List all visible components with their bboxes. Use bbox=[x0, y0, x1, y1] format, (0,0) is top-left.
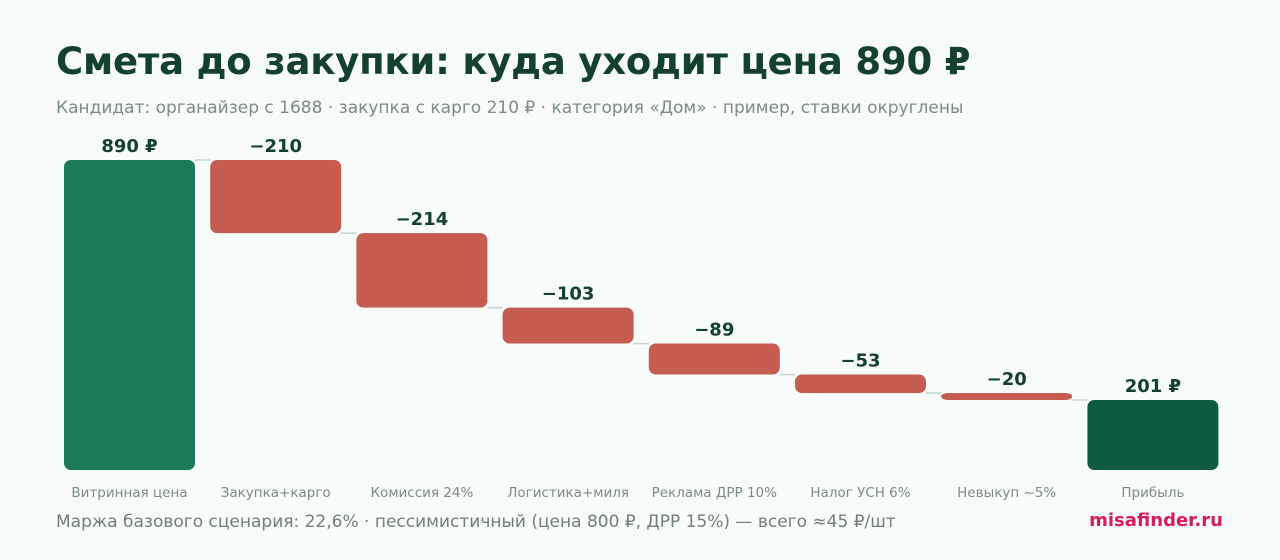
chart-title: Смета до закупки: куда уходит цена 890 ₽ bbox=[56, 40, 971, 83]
bar-2 bbox=[210, 160, 342, 234]
bar-7 bbox=[941, 393, 1073, 400]
value-label-7: −20 bbox=[987, 369, 1027, 390]
value-label-5: −89 bbox=[694, 320, 734, 341]
value-label-3: −214 bbox=[396, 209, 449, 230]
value-label-1: 890 ₽ bbox=[101, 136, 157, 157]
bar-8 bbox=[1087, 399, 1219, 470]
bar-5 bbox=[648, 343, 780, 375]
value-label-6: −53 bbox=[840, 351, 880, 372]
bar-1 bbox=[64, 160, 195, 470]
category-label-1: Витринная цена bbox=[71, 485, 187, 501]
category-label-5: Реклама ДРР 10% bbox=[652, 485, 778, 501]
value-label-2: −210 bbox=[249, 136, 302, 157]
category-label-7: Невыкуп ~5% bbox=[957, 485, 1056, 501]
bar-6 bbox=[795, 374, 926, 394]
brand-logo-text[interactable]: misafinder.ru bbox=[1089, 510, 1223, 531]
footer-note: Маржа базового сценария: 22,6% · пессими… bbox=[56, 512, 896, 532]
category-label-2: Закупка+карго bbox=[221, 485, 331, 501]
bar-4 bbox=[502, 307, 634, 344]
category-label-3: Комиссия 24% bbox=[370, 485, 473, 501]
bar-3 bbox=[356, 233, 488, 308]
chart-subtitle: Кандидат: органайзер с 1688 · закупка с … bbox=[56, 98, 964, 118]
category-label-4: Логистика+миля bbox=[507, 485, 629, 501]
category-label-8: Прибыль bbox=[1121, 485, 1184, 501]
value-label-8: 201 ₽ bbox=[1125, 376, 1181, 397]
value-label-4: −103 bbox=[542, 284, 595, 305]
category-label-6: Налог УСН 6% bbox=[810, 485, 910, 501]
